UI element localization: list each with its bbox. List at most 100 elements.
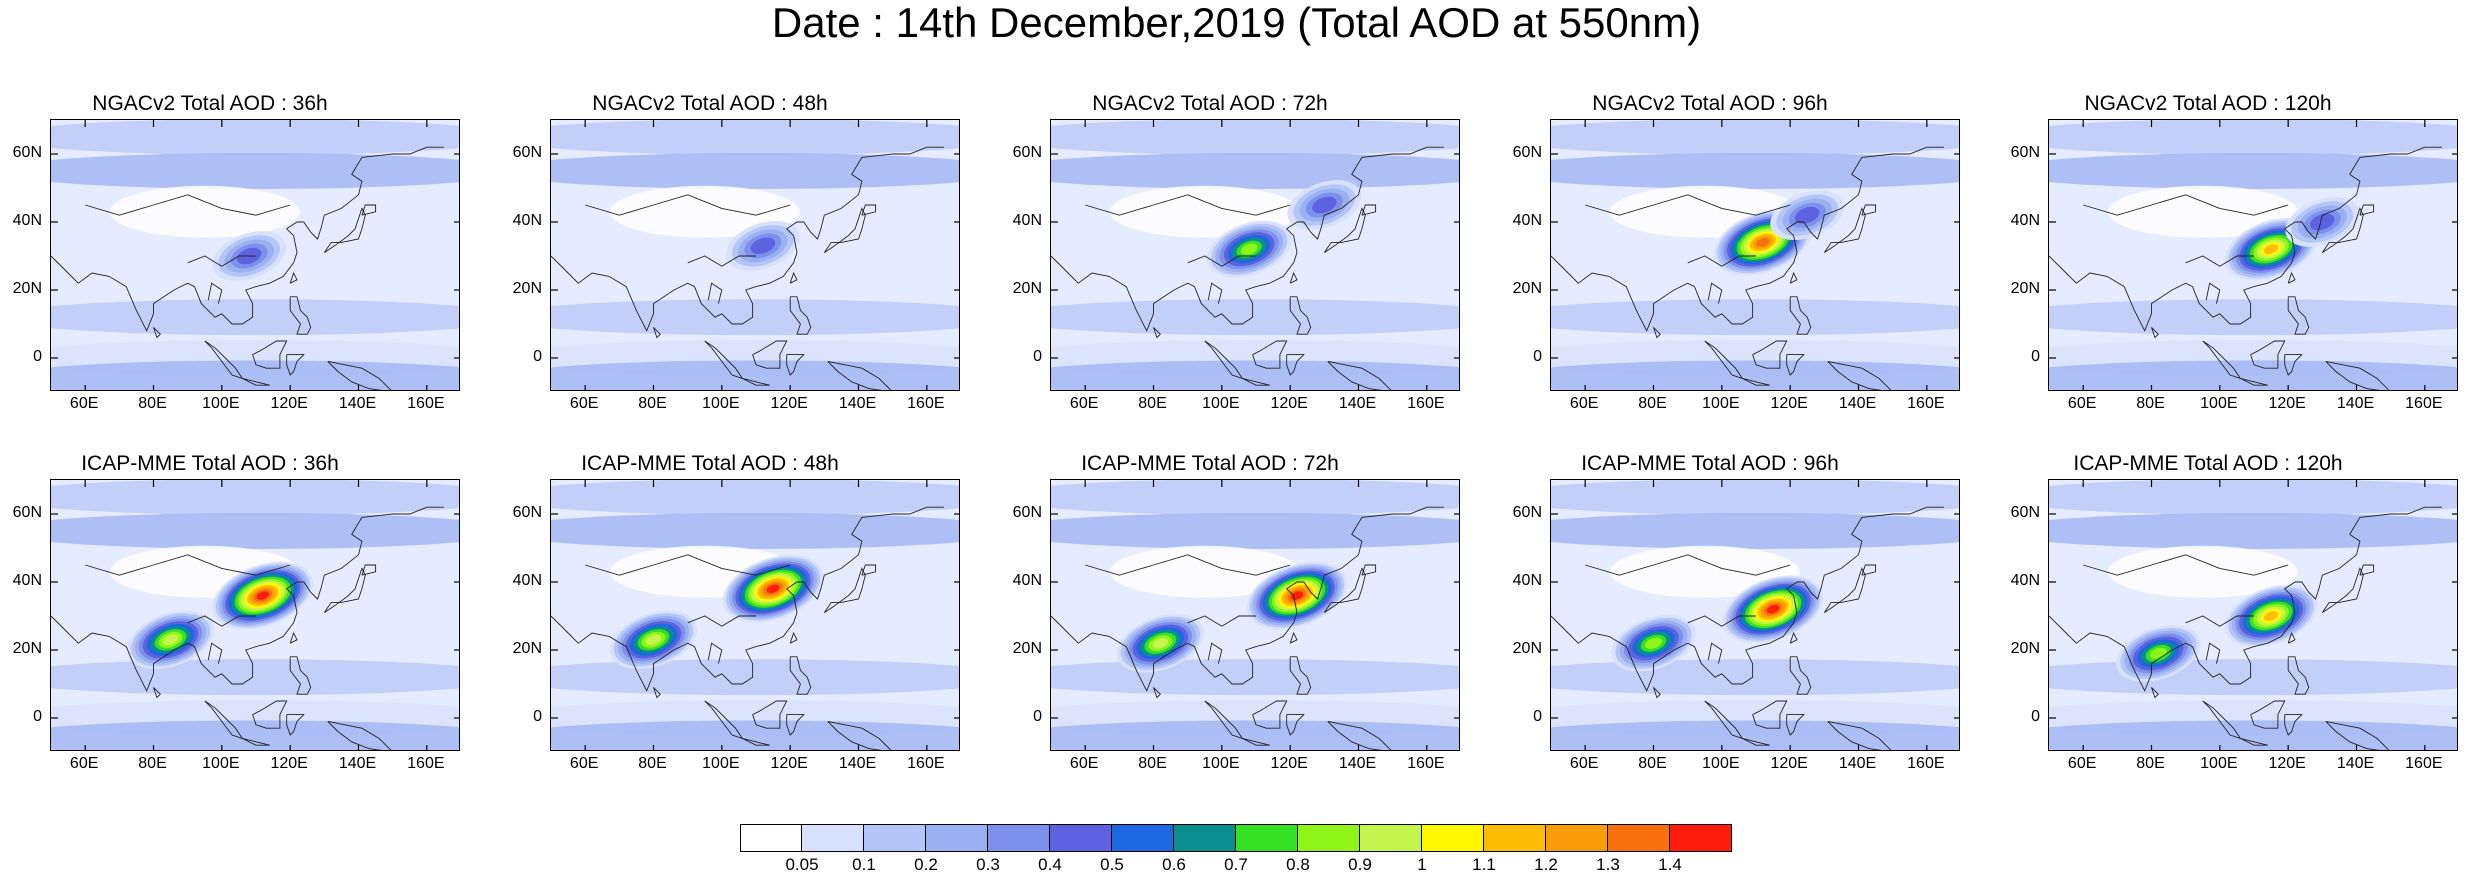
coastline bbox=[1687, 255, 1756, 267]
x-tick-label: 120E bbox=[1270, 755, 1308, 772]
y-tick-label: 60N bbox=[1012, 144, 1042, 161]
y-tick-label: 20N bbox=[1512, 640, 1542, 657]
coastline bbox=[1051, 146, 1444, 332]
x-tick-label: 160E bbox=[407, 395, 445, 412]
coastline bbox=[1361, 204, 1377, 216]
colorbar-label: 0.6 bbox=[1162, 855, 1186, 874]
colorbar-label: 0.1 bbox=[852, 855, 876, 874]
coastline bbox=[1242, 737, 1270, 746]
coastline bbox=[742, 737, 770, 746]
coastline bbox=[1653, 327, 1661, 339]
coastline bbox=[1827, 360, 1892, 390]
colorbar-label: 0.7 bbox=[1224, 855, 1248, 874]
x-tick-label: 80E bbox=[2136, 755, 2165, 772]
x-tick-label: 120E bbox=[2268, 755, 2306, 772]
x-tick-label: 160E bbox=[1907, 755, 1945, 772]
coastline bbox=[789, 631, 798, 644]
coastline bbox=[2240, 737, 2268, 746]
y-tick-label: 0 bbox=[1033, 708, 1042, 725]
aod-plume bbox=[1152, 637, 1169, 649]
coastline bbox=[2321, 207, 2364, 253]
aod-plume bbox=[2310, 213, 2335, 231]
coastline bbox=[1286, 354, 1305, 376]
x-tick-label: 120E bbox=[2268, 395, 2306, 412]
coastline bbox=[742, 377, 770, 386]
coastline bbox=[2325, 360, 2390, 390]
colorbar-swatch bbox=[1546, 824, 1608, 852]
x-tick-label: 100E bbox=[1702, 395, 1740, 412]
x-tick-label: 140E bbox=[2336, 755, 2375, 772]
aod-map bbox=[1050, 479, 1460, 751]
aod-field bbox=[551, 120, 959, 390]
panel-title: NGACv2 Total AOD : 96h bbox=[1592, 92, 1828, 115]
coastline bbox=[704, 700, 744, 740]
x-tick-label: 80E bbox=[1138, 755, 1167, 772]
coastline bbox=[1752, 700, 1788, 729]
colorbar-swatch bbox=[1050, 824, 1112, 852]
y-tick-label: 20N bbox=[1012, 640, 1042, 657]
aod-field bbox=[1551, 480, 1959, 750]
coastline bbox=[1085, 194, 1291, 216]
coastline bbox=[861, 564, 877, 576]
coastline bbox=[752, 340, 788, 369]
y-tick-label: 0 bbox=[2031, 348, 2040, 365]
coastline bbox=[289, 631, 298, 644]
coastline bbox=[207, 642, 223, 664]
coastline bbox=[1823, 567, 1866, 613]
y-tick-label: 20N bbox=[2010, 640, 2040, 657]
x-tick-label: 60E bbox=[569, 395, 599, 412]
y-tick-label: 40N bbox=[2010, 212, 2040, 229]
coastline bbox=[2250, 700, 2286, 729]
coastline bbox=[2083, 194, 2289, 216]
aod-field bbox=[1051, 120, 1459, 390]
map-panel: ICAP-MME Total AOD : 120h 60N 40N 20N 0 60E 80… bbox=[1998, 450, 2458, 810]
coastline bbox=[2250, 340, 2286, 369]
panel-title: ICAP-MME Total AOD : 96h bbox=[1581, 452, 1839, 475]
aod-plume bbox=[162, 634, 179, 646]
x-tick-label: 160E bbox=[1407, 395, 1445, 412]
coastline bbox=[2049, 146, 2442, 332]
aod-map bbox=[1050, 119, 1460, 391]
x-tick-label: 120E bbox=[770, 755, 808, 772]
x-tick-label: 160E bbox=[2405, 755, 2443, 772]
x-tick-label: 60E bbox=[1569, 395, 1599, 412]
aod-plume bbox=[1312, 196, 1337, 214]
coastline bbox=[153, 327, 161, 339]
coastline bbox=[2287, 271, 2296, 284]
x-tick-label: 120E bbox=[1770, 395, 1808, 412]
y-tick-label: 40N bbox=[512, 212, 542, 229]
y-tick-label: 20N bbox=[512, 640, 542, 657]
y-tick-label: 0 bbox=[33, 708, 42, 725]
coastline bbox=[1187, 615, 1256, 627]
coastline bbox=[1153, 687, 1161, 699]
coastline bbox=[1786, 354, 1805, 376]
coastline bbox=[1551, 506, 1944, 692]
coastline bbox=[51, 146, 444, 332]
x-tick-label: 100E bbox=[2200, 755, 2238, 772]
x-tick-label: 80E bbox=[138, 755, 167, 772]
coastline bbox=[2185, 615, 2254, 627]
x-tick-label: 80E bbox=[2136, 395, 2165, 412]
y-tick-label: 0 bbox=[1533, 708, 1542, 725]
y-tick-label: 0 bbox=[33, 348, 42, 365]
coastline bbox=[286, 714, 305, 736]
colorbar-swatch bbox=[1360, 824, 1422, 852]
coastline bbox=[187, 255, 256, 267]
coastline bbox=[585, 194, 791, 216]
coastline bbox=[252, 700, 288, 729]
x-tick-label: 160E bbox=[907, 755, 945, 772]
coastline bbox=[1786, 714, 1805, 736]
colorbar-label: 0.5 bbox=[1100, 855, 1124, 874]
y-tick-label: 60N bbox=[512, 504, 542, 521]
y-tick-label: 40N bbox=[12, 212, 42, 229]
coastline bbox=[653, 327, 661, 339]
x-tick-label: 120E bbox=[1270, 395, 1308, 412]
y-tick-label: 0 bbox=[533, 708, 542, 725]
coastline bbox=[1827, 720, 1892, 750]
x-tick-label: 60E bbox=[2067, 755, 2097, 772]
aod-plume bbox=[1645, 637, 1662, 649]
x-tick-label: 140E bbox=[1838, 755, 1877, 772]
coastline bbox=[2359, 564, 2375, 576]
coastline bbox=[1252, 700, 1288, 729]
coastline bbox=[2287, 656, 2310, 695]
